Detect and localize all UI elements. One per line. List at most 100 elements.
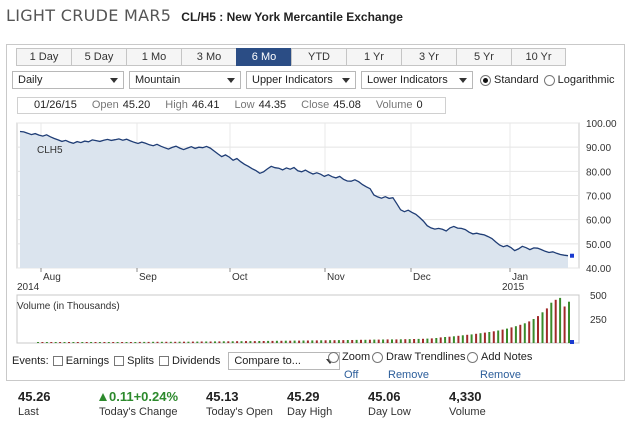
volume-bar xyxy=(227,341,230,343)
checkbox-icon xyxy=(114,356,125,366)
trendlines-radio[interactable]: Draw Trendlines xyxy=(372,351,465,363)
volume-bar xyxy=(519,324,522,343)
volume-bar xyxy=(563,306,566,343)
chart-style-select[interactable]: Mountain xyxy=(129,71,241,89)
quote-high-label: High xyxy=(165,99,188,111)
volume-bar xyxy=(107,342,110,343)
volume-bar xyxy=(200,341,203,343)
x-tick-label: Jan xyxy=(512,272,528,283)
chevron-down-icon xyxy=(110,78,118,83)
volume-bar xyxy=(399,339,402,343)
trendlines-remove-link[interactable]: Remove xyxy=(388,369,429,381)
range-tab-6-mo[interactable]: 6 Mo xyxy=(236,48,291,66)
volume-bar xyxy=(129,342,132,343)
notes-remove-link[interactable]: Remove xyxy=(480,369,521,381)
stat-last: 45.26 Last xyxy=(6,383,87,423)
scale-standard-radio[interactable]: Standard xyxy=(480,74,539,86)
quote-volume: 0 xyxy=(416,99,423,111)
volume-bar xyxy=(152,341,155,343)
notes-radio[interactable]: Add Notes xyxy=(467,351,532,363)
volume-bar xyxy=(138,341,141,343)
volume-bar xyxy=(249,341,252,343)
volume-bar xyxy=(395,339,398,343)
dividends-checkbox[interactable]: Dividends xyxy=(159,355,220,367)
zoom-radio[interactable]: Zoom xyxy=(328,351,370,363)
checkbox-icon xyxy=(52,356,63,366)
lower-indicators-select[interactable]: Lower Indicators xyxy=(361,71,473,89)
chart-controls: Daily Mountain Upper Indicators Lower In… xyxy=(12,71,618,89)
volume-bar xyxy=(364,339,367,343)
volume-bar xyxy=(461,335,464,343)
volume-bar xyxy=(262,341,265,343)
volume-bar xyxy=(59,342,62,343)
radio-empty-icon xyxy=(467,351,478,363)
quote-volume-label: Volume xyxy=(375,99,413,111)
chevron-down-icon xyxy=(342,78,350,83)
quote-low: 44.35 xyxy=(258,99,287,111)
volume-bar xyxy=(121,342,124,343)
stat-high: 45.29 Day High xyxy=(275,383,356,423)
volume-bar xyxy=(293,340,296,343)
quote-high: 46.41 xyxy=(191,99,220,111)
range-tab-3-yr[interactable]: 3 Yr xyxy=(401,48,456,66)
range-tab-1-mo[interactable]: 1 Mo xyxy=(126,48,181,66)
page-header: LIGHT CRUDE MAR5 CL/H5 : New York Mercan… xyxy=(6,6,403,30)
range-tab-5-yr[interactable]: 5 Yr xyxy=(456,48,511,66)
range-tab-3-mo[interactable]: 3 Mo xyxy=(181,48,236,66)
volume-bar xyxy=(280,340,283,343)
scale-log-label: Logarithmic xyxy=(557,74,615,86)
upper-indicators-select[interactable]: Upper Indicators xyxy=(246,71,356,89)
quote-open: 45.20 xyxy=(122,99,151,111)
trendlines-label: Draw Trendlines xyxy=(386,351,466,363)
volume-bar xyxy=(452,336,455,343)
volume-bar xyxy=(430,338,433,343)
price-chart[interactable]: 100.00 90.00 80.00 70.00 60.00 50.00 40.00 Aug S… xyxy=(7,45,626,350)
volume-bar xyxy=(333,340,336,343)
volume-bar xyxy=(439,337,442,343)
volume-bar xyxy=(222,341,225,343)
volume-bar xyxy=(196,341,199,343)
volume-bar xyxy=(479,333,482,343)
range-tab-1-yr[interactable]: 1 Yr xyxy=(346,48,401,66)
volume-bar xyxy=(116,342,119,343)
last-price-marker xyxy=(570,253,574,258)
volume-bar xyxy=(214,341,216,343)
earnings-checkbox[interactable]: Earnings xyxy=(52,355,109,367)
volume-bar xyxy=(253,341,256,343)
volume-bar xyxy=(112,342,115,343)
volume-bar xyxy=(94,342,97,343)
range-tab-10-yr[interactable]: 10 Yr xyxy=(511,48,566,66)
splits-label: Splits xyxy=(127,355,155,367)
stat-change: 0.11+0.24% Today's Change xyxy=(87,383,194,423)
volume-bar xyxy=(311,340,314,343)
volume-bar xyxy=(351,340,354,343)
volume-bar xyxy=(125,342,128,343)
interval-select[interactable]: Daily xyxy=(12,71,124,89)
splits-checkbox[interactable]: Splits xyxy=(114,355,154,367)
volume-bar xyxy=(174,341,177,343)
x-tick-label: Nov xyxy=(327,272,345,283)
symbol-title: LIGHT CRUDE MAR5 xyxy=(6,6,172,25)
volume-bar xyxy=(275,340,278,343)
range-tab-5-day[interactable]: 5 Day xyxy=(71,48,126,66)
x-tick-label: Sep xyxy=(139,272,157,283)
volume-bar xyxy=(178,341,181,343)
volume-bar xyxy=(391,339,393,343)
compare-select[interactable]: Compare to... xyxy=(228,352,341,370)
zoom-off-link[interactable]: Off xyxy=(344,369,359,381)
scale-standard-label: Standard xyxy=(494,74,539,86)
volume-bar xyxy=(315,340,318,343)
range-tab-ytd[interactable]: YTD xyxy=(291,48,346,66)
volume-bar xyxy=(63,342,66,343)
volume-bar xyxy=(545,308,548,343)
zoom-label: Zoom xyxy=(342,351,371,363)
volume-bar xyxy=(346,340,349,343)
range-tab-1-day[interactable]: 1 Day xyxy=(16,48,71,66)
volume-bar xyxy=(457,335,460,343)
volume-bar xyxy=(510,327,513,343)
volume-bar xyxy=(514,326,517,343)
scale-log-radio[interactable]: Logarithmic xyxy=(543,74,615,86)
volume-bar xyxy=(41,342,44,343)
stat-open-value: 45.13 xyxy=(206,389,239,404)
volume-bar xyxy=(218,341,221,343)
